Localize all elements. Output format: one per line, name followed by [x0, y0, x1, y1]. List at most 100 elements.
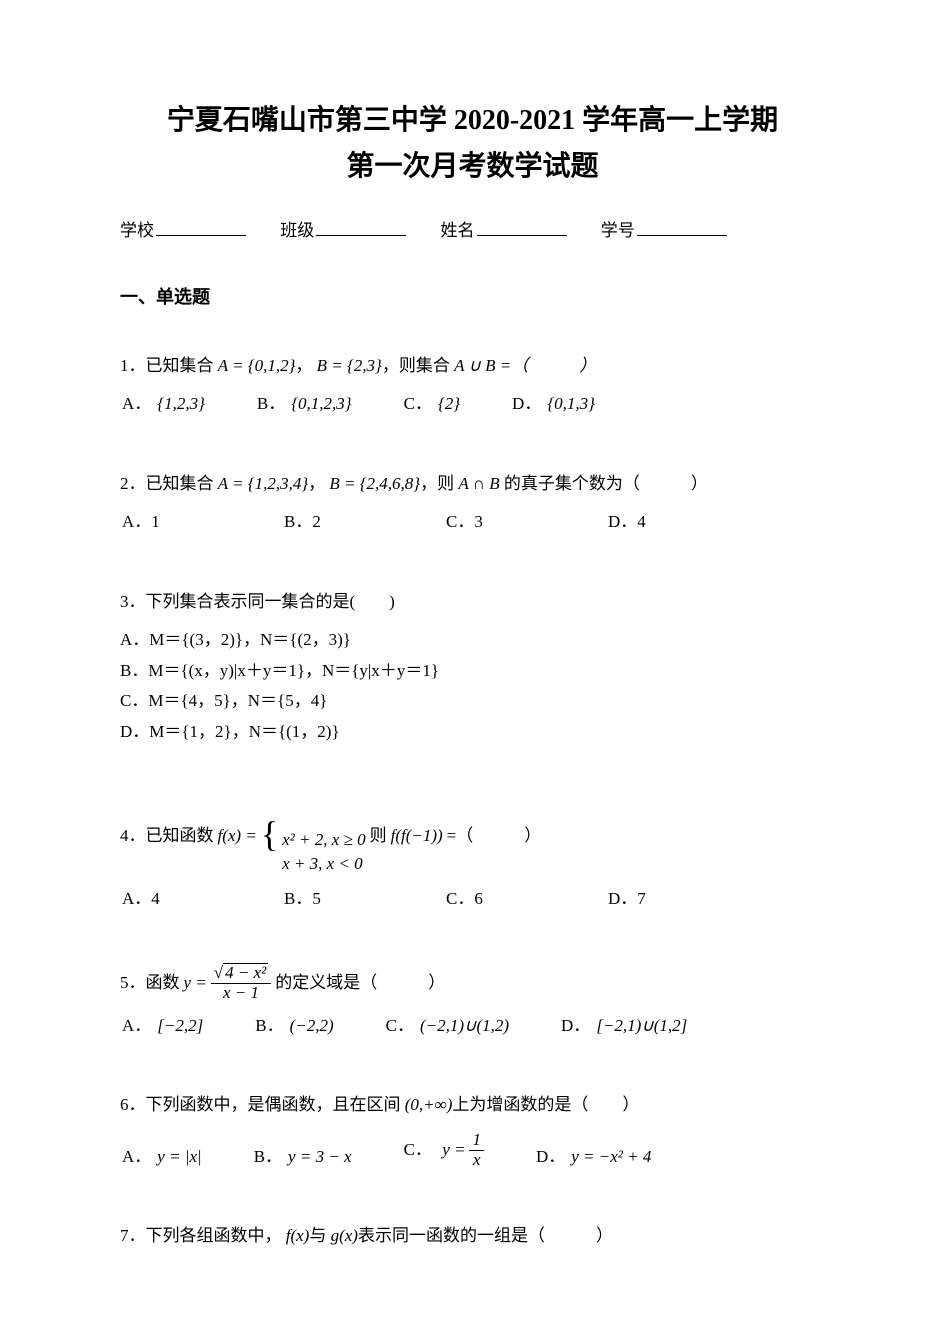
q5-func-lhs: y = [184, 968, 207, 999]
name-blank[interactable] [477, 219, 567, 236]
q6-opt-d-label: D． [536, 1147, 565, 1166]
q6-number: 6． [120, 1095, 146, 1114]
q6-opt-c-den: x [469, 1151, 484, 1170]
section-1-header: 一、单选题 [120, 284, 825, 311]
q6-opt-c-label: C． [404, 1140, 432, 1159]
q7-prefix: 下列各组函数中， [146, 1226, 282, 1245]
question-5: 5．函数 y = √4 − x² x − 1 的定义域是（ ） A．[−2,2]… [120, 963, 825, 1040]
q2-set-a: A = {1,2,3,4} [218, 474, 308, 493]
school-label: 学校 [120, 221, 154, 240]
name-label: 姓名 [441, 221, 475, 240]
q4-expr: f(f(−1)) [391, 821, 443, 852]
id-label: 学号 [601, 221, 635, 240]
q6-opt-d-value: y = −x² + 4 [571, 1147, 651, 1166]
page-title-line1: 宁夏石嘴山市第三中学 2020-2021 学年高一上学期 [120, 100, 825, 142]
q1-opt-c-value: {2} [438, 394, 460, 413]
q5-suffix: 的定义域是（ ） [275, 968, 445, 999]
q2-options: A．1 B．2 C．3 D．4 [120, 507, 698, 537]
q5-opt-d-value: [−2,1)∪(1,2] [596, 1016, 687, 1035]
q5-fraction: √4 − x² x − 1 [211, 963, 271, 1002]
q2-opt-b: B．2 [284, 512, 321, 531]
q4-opt-a: A．4 [122, 889, 160, 908]
q7-fx: f(x) [286, 1226, 310, 1245]
q7-mid: 与 [309, 1226, 326, 1245]
q5-denominator: x − 1 [211, 984, 271, 1003]
q4-case2: x + 3, x < 0 [282, 852, 366, 876]
q5-opt-c-label: C． [386, 1016, 414, 1035]
q3-number: 3． [120, 592, 146, 611]
q1-opt-a-label: A． [122, 394, 151, 413]
student-info-row: 学校 班级 姓名 学号 [120, 218, 825, 244]
question-2: 2．已知集合 A = {1,2,3,4}， B = {2,4,6,8}，则 A … [120, 469, 825, 537]
q4-func-lhs: f(x) = [218, 821, 257, 852]
q5-opt-c-value: (−2,1)∪(1,2) [420, 1016, 509, 1035]
question-4: 4．已知函数 f(x) = { x² + 2, x ≥ 0 x + 3, x <… [120, 798, 825, 914]
brace-icon: { [261, 802, 278, 867]
q5-opt-a-value: [−2,2] [157, 1016, 203, 1035]
q4-prefix: 已知函数 [146, 826, 214, 845]
q3-opt-a: A．M＝{(3，2)}，N＝{(2，3)} [120, 625, 825, 656]
q4-opt-c: C．6 [446, 889, 483, 908]
q7-number: 7． [120, 1226, 146, 1245]
q6-options: A． y = |x| B． y = 3 − x C． y = 1 x D． y = −… [120, 1129, 703, 1171]
q5-prefix: 函数 [146, 973, 180, 992]
q7-suffix: 表示同一函数的一组是（ ） [358, 1226, 613, 1245]
q1-comma1: ， [295, 356, 312, 375]
question-3: 3．下列集合表示同一集合的是( ) A．M＝{(3，2)}，N＝{(2，3)} … [120, 587, 825, 748]
question-1: 1．已知集合 A = {0,1,2}， B = {2,3}，则集合 A ∪ B … [120, 351, 825, 419]
q6-suffix: 上为增函数的是（ ） [452, 1095, 639, 1114]
class-label: 班级 [280, 221, 314, 240]
q6-opt-a-label: A． [122, 1147, 151, 1166]
q2-comma2: ，则 [420, 474, 454, 493]
q1-options: A． {1,2,3} B． {0,1,2,3} C． {2} D． {0,1,3} [120, 389, 647, 419]
q3-text: 下列集合表示同一集合的是( ) [146, 592, 395, 611]
q2-number: 2． [120, 474, 146, 493]
q1-set-b: B = {2,3} [317, 356, 382, 375]
q4-options: A．4 B．5 C．6 D．7 [120, 884, 698, 914]
q6-opt-b-value: y = 3 − x [288, 1147, 352, 1166]
q6-opt-b-label: B． [254, 1147, 282, 1166]
q4-opt-b: B．5 [284, 889, 321, 908]
q5-opt-b-value: (−2,2) [290, 1016, 334, 1035]
page-title-line2: 第一次月考数学试题 [120, 146, 825, 188]
q1-opt-b-label: B． [257, 394, 285, 413]
q6-opt-a-value: y = |x| [157, 1147, 201, 1166]
q1-opt-d-value: {0,1,3} [547, 394, 595, 413]
q3-opt-c: C．M＝{4，5}，N＝{5，4} [120, 686, 825, 717]
q6-opt-c-lhs: y = [442, 1137, 465, 1163]
q2-opt-d: D．4 [608, 512, 646, 531]
q6-text: 下列函数中，是偶函数，且在区间 [146, 1095, 401, 1114]
q2-set-b: B = {2,4,6,8} [329, 474, 420, 493]
q5-number: 5． [120, 973, 146, 992]
q2-opt-a: A．1 [122, 512, 160, 531]
q1-prefix: 已知集合 [146, 356, 214, 375]
q7-gx: g(x) [331, 1226, 358, 1245]
q1-comma2: ，则集合 [382, 356, 450, 375]
q4-opt-d: D．7 [608, 889, 646, 908]
q1-opt-a-value: {1,2,3} [157, 394, 205, 413]
class-blank[interactable] [316, 219, 406, 236]
q1-opt-d-label: D． [512, 394, 541, 413]
q6-opt-c-fraction: 1 x [469, 1131, 484, 1169]
q6-opt-c-num: 1 [469, 1131, 484, 1151]
q2-opt-c: C．3 [446, 512, 483, 531]
question-6: 6．下列函数中，是偶函数，且在区间 (0,+∞)上为增函数的是（ ） A．y =… [120, 1090, 825, 1171]
q2-comma1: ， [308, 474, 325, 493]
q1-opt-c-label: C． [404, 394, 432, 413]
q3-opt-d: D．M＝{1，2}，N＝{(1，2)} [120, 717, 825, 748]
q5-options: A．[−2,2] B．(−2,2) C．(−2,1)∪(1,2) D．[−2,1… [120, 1011, 739, 1041]
school-blank[interactable] [156, 219, 246, 236]
q5-opt-d-label: D． [561, 1016, 590, 1035]
q4-piecewise: x² + 2, x ≥ 0 x + 3, x < 0 [282, 798, 366, 876]
q2-prefix: 已知集合 [146, 474, 214, 493]
q4-number: 4． [120, 826, 146, 845]
q1-number: 1． [120, 356, 146, 375]
q4-mid: 则 [370, 821, 387, 852]
q4-suffix: =（ ） [447, 821, 542, 852]
q1-set-a: A = {0,1,2} [218, 356, 296, 375]
q4-case1: x² + 2, x ≥ 0 [282, 828, 366, 852]
q5-numerator: 4 − x² [223, 963, 268, 983]
id-blank[interactable] [637, 219, 727, 236]
q1-opt-b-value: {0,1,2,3} [291, 394, 351, 413]
q2-suffix: 的真子集个数为（ ） [500, 474, 708, 493]
